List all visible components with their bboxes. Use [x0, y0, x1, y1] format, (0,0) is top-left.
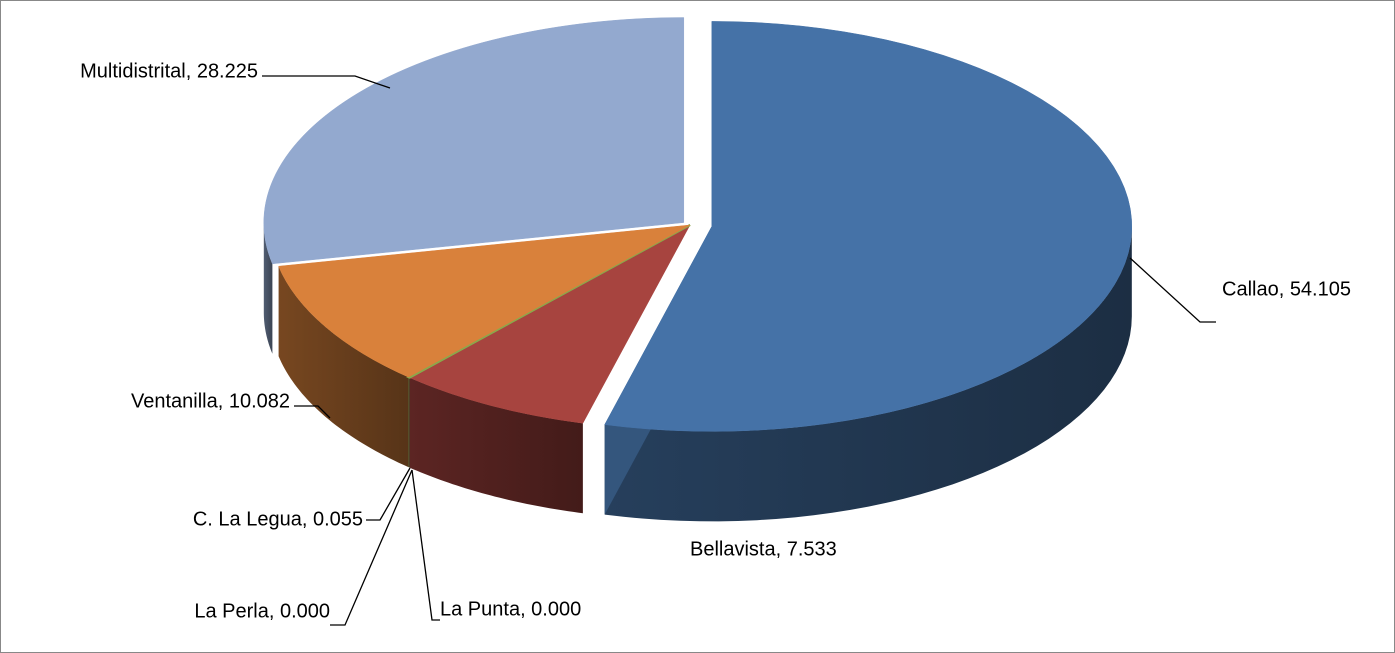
data-label: Ventanilla, 10.082: [131, 390, 290, 412]
data-labels: Callao, 54.105 Bellavista, 7.533 La Punta,…: [80, 60, 1351, 626]
slice-side: [409, 377, 583, 514]
slice-side: [604, 226, 1132, 522]
leader-line: [262, 75, 391, 89]
leader-line: [366, 467, 411, 521]
data-label: Multidistrital, 28.225: [80, 60, 258, 82]
data-label: La Perla, 0.000: [194, 600, 330, 622]
slice-side: [263, 222, 273, 354]
slice-side: [278, 266, 409, 468]
data-label: Bellavista, 7.533: [690, 538, 837, 560]
data-label: C. La Legua, 0.055: [193, 508, 363, 530]
data-label: Callao, 54.105: [1222, 278, 1351, 300]
pie-tops: [263, 17, 1133, 432]
slice-top: [263, 17, 685, 265]
slice-top: [408, 224, 691, 424]
slice-top: [278, 224, 691, 378]
slice-side: [408, 377, 410, 468]
leader-line: [411, 469, 440, 621]
data-label: La Punta, 0.000: [440, 598, 581, 620]
leader-line: [330, 469, 413, 626]
slice-top: [604, 21, 1133, 432]
leader-line: [294, 405, 331, 419]
leader-line: [1129, 257, 1216, 323]
